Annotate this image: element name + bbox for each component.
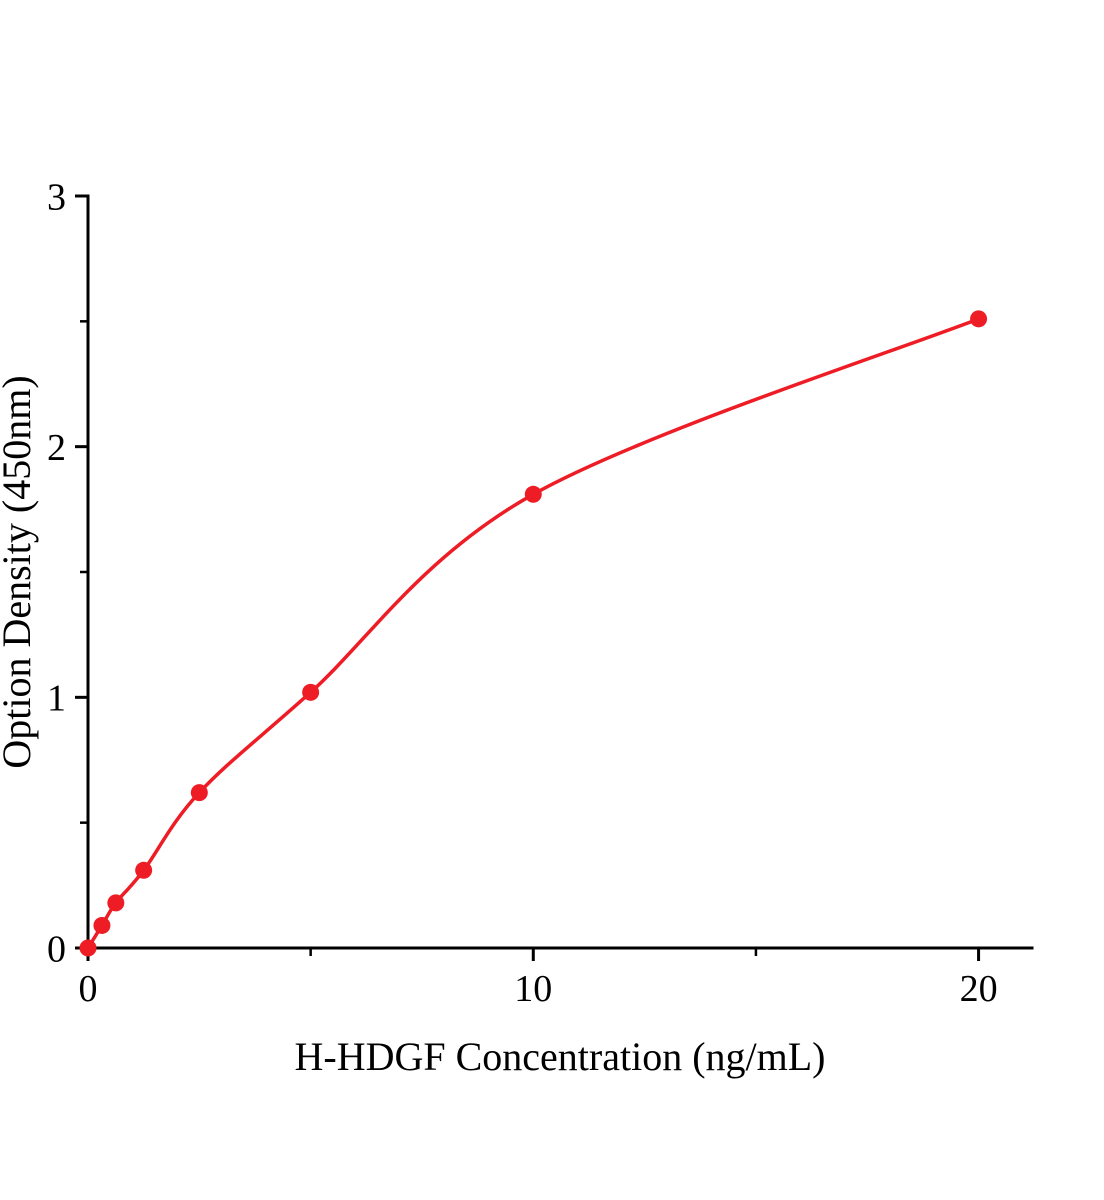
data-point xyxy=(107,894,125,912)
data-point xyxy=(79,939,97,957)
data-point xyxy=(524,485,542,503)
y-axis-label: Option Density (450nm) xyxy=(0,375,39,768)
y-tick-label: 2 xyxy=(47,427,66,469)
y-tick-label: 0 xyxy=(47,928,66,970)
x-tick-label: 20 xyxy=(960,968,998,1010)
x-axis-label: H-HDGF Concentration (ng/mL) xyxy=(294,1034,825,1079)
y-tick-label: 1 xyxy=(47,678,66,720)
plot-area: 0 10 20 0 1 2 3 xyxy=(47,176,1034,1010)
data-point xyxy=(302,683,320,701)
x-tick-label: 0 xyxy=(79,968,98,1010)
y-tick-label: 3 xyxy=(47,176,66,218)
data-point xyxy=(93,916,111,934)
data-point xyxy=(970,310,988,328)
x-tick-label: 10 xyxy=(514,968,552,1010)
data-point xyxy=(135,861,153,879)
fit-curve xyxy=(86,317,981,950)
data-point xyxy=(190,784,208,802)
